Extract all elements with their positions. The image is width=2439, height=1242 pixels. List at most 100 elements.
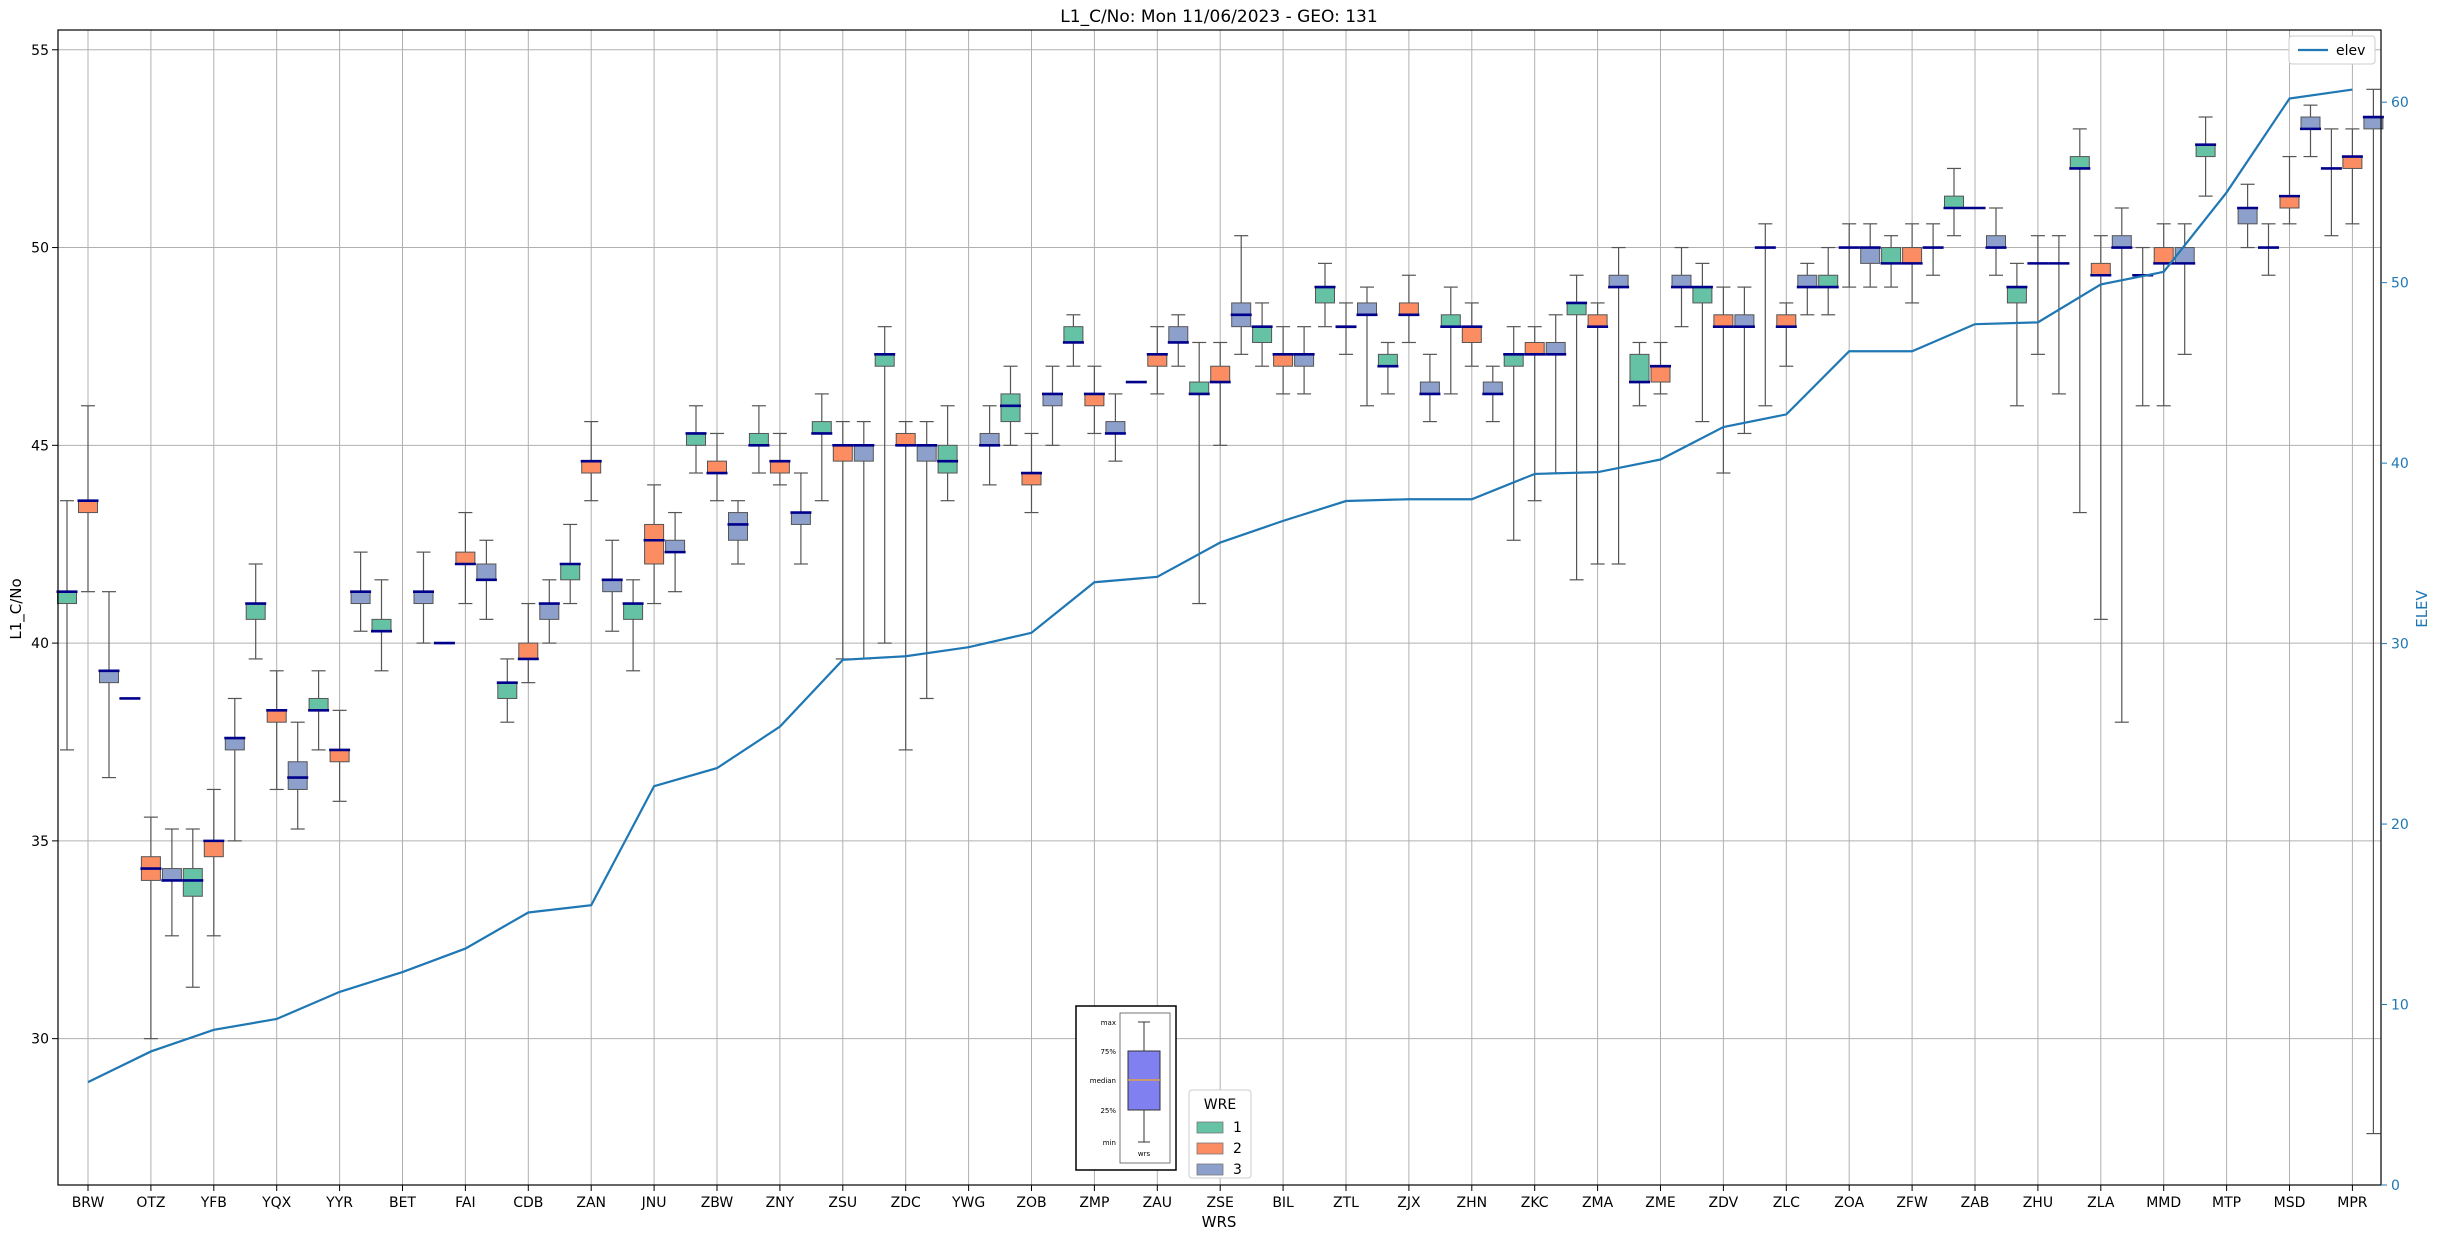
box-wre-1 bbox=[1629, 353, 1650, 383]
box-wre-3 bbox=[1482, 381, 1503, 395]
x-tick-label: ZAB bbox=[1961, 1195, 1990, 1211]
box-wre-2 bbox=[1902, 247, 1923, 264]
box-wre-3 bbox=[2111, 235, 2132, 249]
box-wre-3 bbox=[2300, 116, 2321, 130]
x-tick-label: ZLA bbox=[2087, 1195, 2115, 1211]
wre-legend: WRE 1 2 3 bbox=[1188, 1089, 1252, 1179]
box-wre-1 bbox=[2006, 286, 2027, 304]
box-wre-1 bbox=[686, 432, 706, 446]
box-wre-1 bbox=[1566, 302, 1587, 316]
box-wre-3 bbox=[1734, 314, 1755, 328]
box-wre-3 bbox=[1042, 393, 1063, 407]
elev-legend: elev bbox=[2288, 35, 2376, 65]
box-wre-1 bbox=[1503, 353, 1524, 367]
box-wre-2 bbox=[266, 709, 287, 723]
box-wre-1 bbox=[2195, 144, 2216, 158]
box-wre-1 bbox=[245, 603, 266, 620]
box-wre-2 bbox=[644, 523, 665, 565]
y2-tick-label: 20 bbox=[2391, 817, 2409, 833]
box-wre-1 bbox=[937, 444, 958, 474]
x-tick-label: ZME bbox=[1645, 1195, 1676, 1211]
box-wre-2 bbox=[1461, 326, 1482, 343]
box-wre-3 bbox=[413, 591, 434, 605]
box-wre-2 bbox=[329, 749, 350, 763]
box-wre-3 bbox=[1608, 274, 1629, 288]
box-wre-2 bbox=[1398, 302, 1419, 316]
y-axis-label: L1_C/No bbox=[7, 578, 26, 639]
box-wre-2 bbox=[832, 444, 853, 462]
box-wre-2 bbox=[1776, 314, 1797, 328]
box-wre-1 bbox=[1315, 286, 1335, 304]
box-wre-1 bbox=[371, 618, 392, 632]
box-wre-3 bbox=[790, 512, 811, 525]
box-wre-2 bbox=[1147, 353, 1168, 367]
wre-legend-label: 3 bbox=[1233, 1162, 1242, 1178]
x-axis-label: WRS bbox=[1202, 1213, 1237, 1231]
box-wre-1 bbox=[2069, 156, 2090, 169]
x-tick-label: ZSE bbox=[1207, 1195, 1234, 1211]
x-tick-label: ZAN bbox=[576, 1195, 606, 1211]
y-tick-label: 30 bbox=[31, 1032, 49, 1048]
y-tick-label: 40 bbox=[31, 636, 49, 652]
wre-legend-swatch bbox=[1196, 1142, 1224, 1155]
box-plot-key-inset: max 75% median 25% min wrs bbox=[1075, 1005, 1177, 1171]
box-wre-1 bbox=[1944, 195, 1964, 209]
box-wre-1 bbox=[1000, 393, 1021, 423]
x-tick-label: YFB bbox=[200, 1195, 227, 1211]
inset-frame bbox=[1075, 1005, 1177, 1171]
box-wre-2 bbox=[1713, 314, 1734, 328]
box-wre-2 bbox=[2342, 156, 2363, 169]
box-wre-3 bbox=[602, 579, 623, 593]
x-tick-label: JNU bbox=[641, 1195, 667, 1211]
x-tick-label: ZMP bbox=[1079, 1195, 1109, 1211]
box-wre-3 bbox=[2237, 207, 2258, 225]
box-wre-1 bbox=[623, 603, 644, 620]
x-tick-label: ZDV bbox=[1709, 1195, 1739, 1211]
box-wre-2 bbox=[78, 500, 98, 514]
inset-key-label: median bbox=[1090, 1077, 1116, 1085]
box-wre-2 bbox=[1210, 365, 1231, 383]
elev-legend-label: elev bbox=[2336, 43, 2365, 59]
box-wre-3 bbox=[1797, 274, 1818, 288]
box-wre-3 bbox=[1294, 353, 1315, 367]
box-wre-3 bbox=[1986, 235, 2006, 249]
elev-legend-frame bbox=[2288, 35, 2376, 65]
box-wre-2 bbox=[1021, 472, 1042, 486]
x-tick-label: ZAU bbox=[1143, 1195, 1172, 1211]
box-wre-1 bbox=[560, 563, 581, 581]
box-wre-3 bbox=[853, 444, 874, 462]
box-wre-1 bbox=[1063, 326, 1084, 343]
box-wre-1 bbox=[1881, 247, 1902, 264]
y2-tick-label: 40 bbox=[2391, 456, 2409, 472]
box-wre-3 bbox=[1545, 341, 1566, 355]
box-wre-3 bbox=[979, 432, 1000, 446]
x-tick-label: YYR bbox=[325, 1195, 353, 1211]
box-wre-1 bbox=[1377, 353, 1398, 367]
x-tick-label: BRW bbox=[72, 1195, 105, 1211]
box-wre-1 bbox=[874, 353, 895, 367]
y-tick-label: 55 bbox=[31, 43, 49, 59]
box-wre-3 bbox=[161, 868, 182, 881]
wre-legend-label: 1 bbox=[1233, 1120, 1242, 1136]
x-tick-label: ZSU bbox=[828, 1195, 857, 1211]
x-tick-label: MPR bbox=[2337, 1195, 2368, 1211]
x-tick-label: ZNY bbox=[766, 1195, 795, 1211]
box-wre-3 bbox=[1860, 247, 1881, 264]
inset-key-label: max bbox=[1101, 1019, 1116, 1027]
box-wre-2 bbox=[707, 460, 727, 474]
box-wre-2 bbox=[2090, 262, 2111, 276]
x-tick-label: ZOB bbox=[1016, 1195, 1046, 1211]
wre-legend-swatch bbox=[1196, 1163, 1224, 1176]
box-wre-1 bbox=[57, 591, 77, 605]
x-tick-label: MTP bbox=[2212, 1195, 2241, 1211]
y2-tick-label: 10 bbox=[2391, 998, 2409, 1014]
box-wre-2 bbox=[518, 642, 539, 660]
y-tick-label: 35 bbox=[31, 834, 49, 850]
x-tick-label: ZBW bbox=[701, 1195, 734, 1211]
wre-legend-title: WRE bbox=[1204, 1097, 1236, 1113]
box-wre-2 bbox=[581, 460, 602, 474]
chart-title: L1_C/No: Mon 11/06/2023 - GEO: 131 bbox=[1060, 7, 1377, 27]
box-wre-1 bbox=[1440, 314, 1461, 328]
box-wre-1 bbox=[308, 697, 329, 711]
